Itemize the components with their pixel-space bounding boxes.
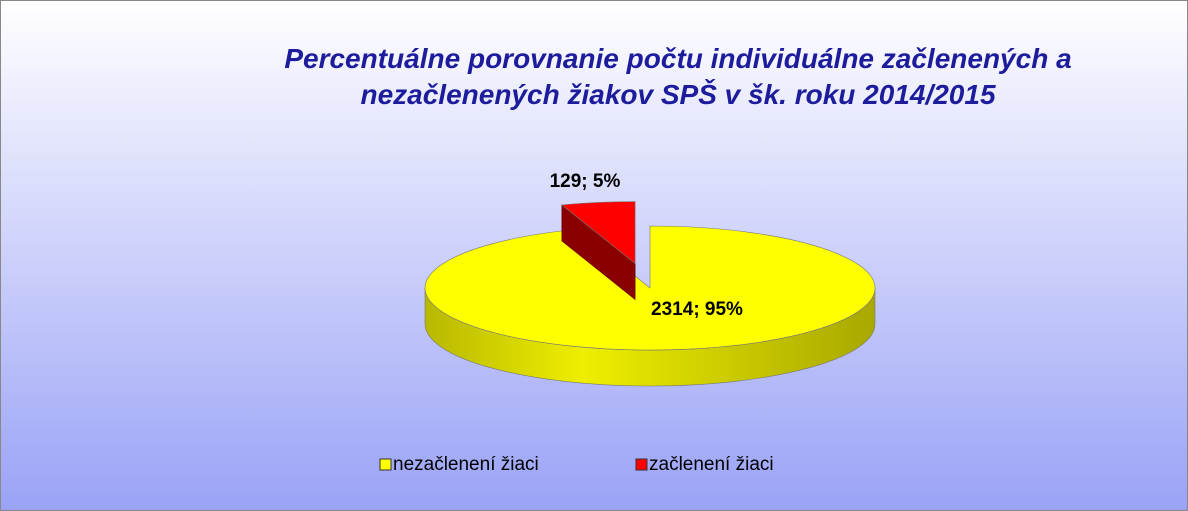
pie-slice [561,201,636,265]
data-label: 2314; 95% [651,299,743,320]
pie-slice [424,225,876,351]
chart-title: nezačlenených žiakov SPŠ v šk. roku 2014… [360,78,995,110]
chart-title: Percentuálne porovnanie počtu individuál… [284,43,1071,74]
legend-swatch [379,458,392,471]
legend-label: začlenení žiaci [649,454,774,475]
legend-label: nezačlenení žiaci [393,454,539,475]
legend-swatch [635,458,648,471]
data-label: 129; 5% [550,171,621,192]
